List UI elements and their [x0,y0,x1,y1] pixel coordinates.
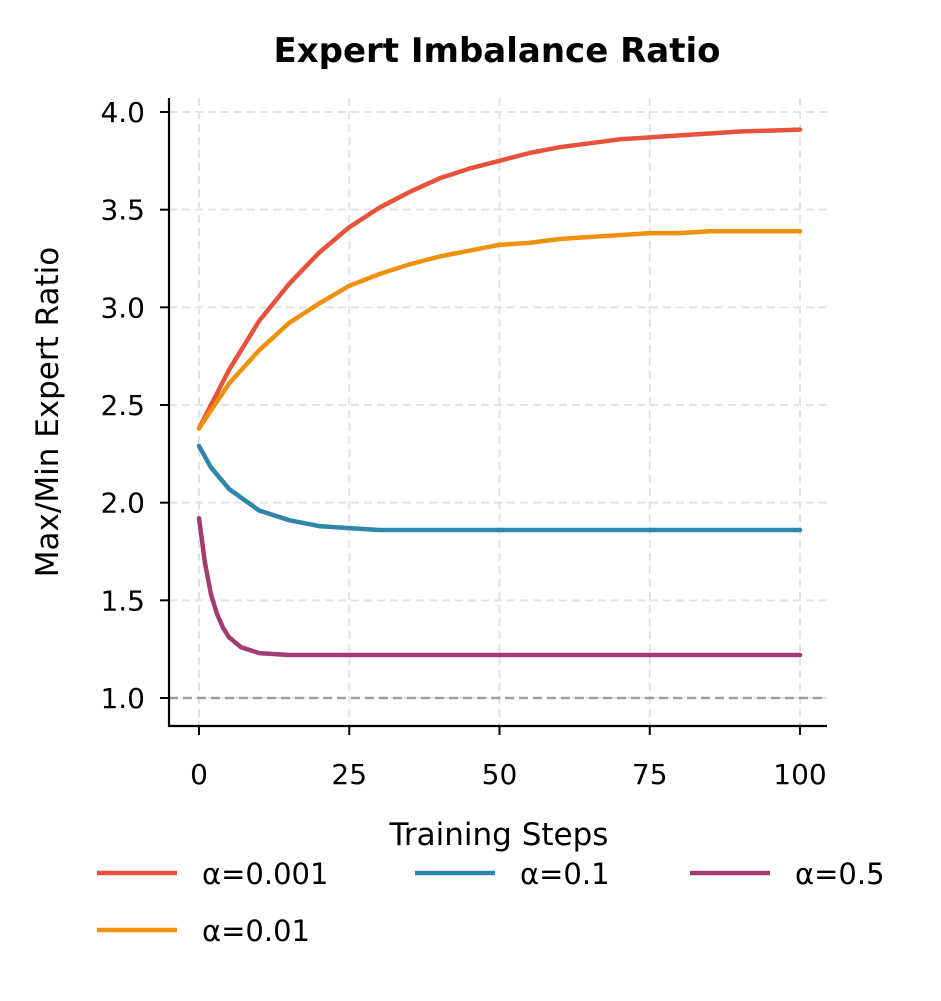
y-tick-label: 2.0 [100,487,145,520]
series-lines [196,127,803,658]
axes [167,98,827,728]
legend-label: α=0.5 [795,857,885,891]
y-tick-label: 4.0 [100,96,145,129]
y-tick-label: 1.0 [100,682,145,715]
x-tick-label: 100 [773,758,826,791]
series-line [196,127,803,431]
legend-label: α=0.01 [202,914,310,948]
x-tick-label: 25 [331,758,367,791]
x-axis-label: Training Steps [389,817,609,853]
chart-title: Expert Imbalance Ratio [273,31,720,71]
legend: α=0.001 α=0.01 α=0.1 α=0.5 [97,857,885,948]
x-tick-label: 75 [632,758,668,791]
series-line [196,228,803,431]
y-tick-label: 2.5 [100,389,145,422]
x-tick-label: 50 [482,758,518,791]
series-line [196,443,803,533]
ticks: 0 25 50 75 100 1.0 1.5 2.0 2.5 3.0 3.5 4.0 [100,96,826,791]
y-tick-label: 3.0 [100,291,145,324]
y-tick-label: 1.5 [100,584,145,617]
legend-label: α=0.1 [520,857,610,891]
legend-label: α=0.001 [202,857,328,891]
grid [169,98,827,726]
y-axis-label: Max/Min Expert Ratio [30,247,66,577]
series-line [196,516,803,658]
y-tick-label: 3.5 [100,194,145,227]
x-tick-label: 0 [190,758,208,791]
